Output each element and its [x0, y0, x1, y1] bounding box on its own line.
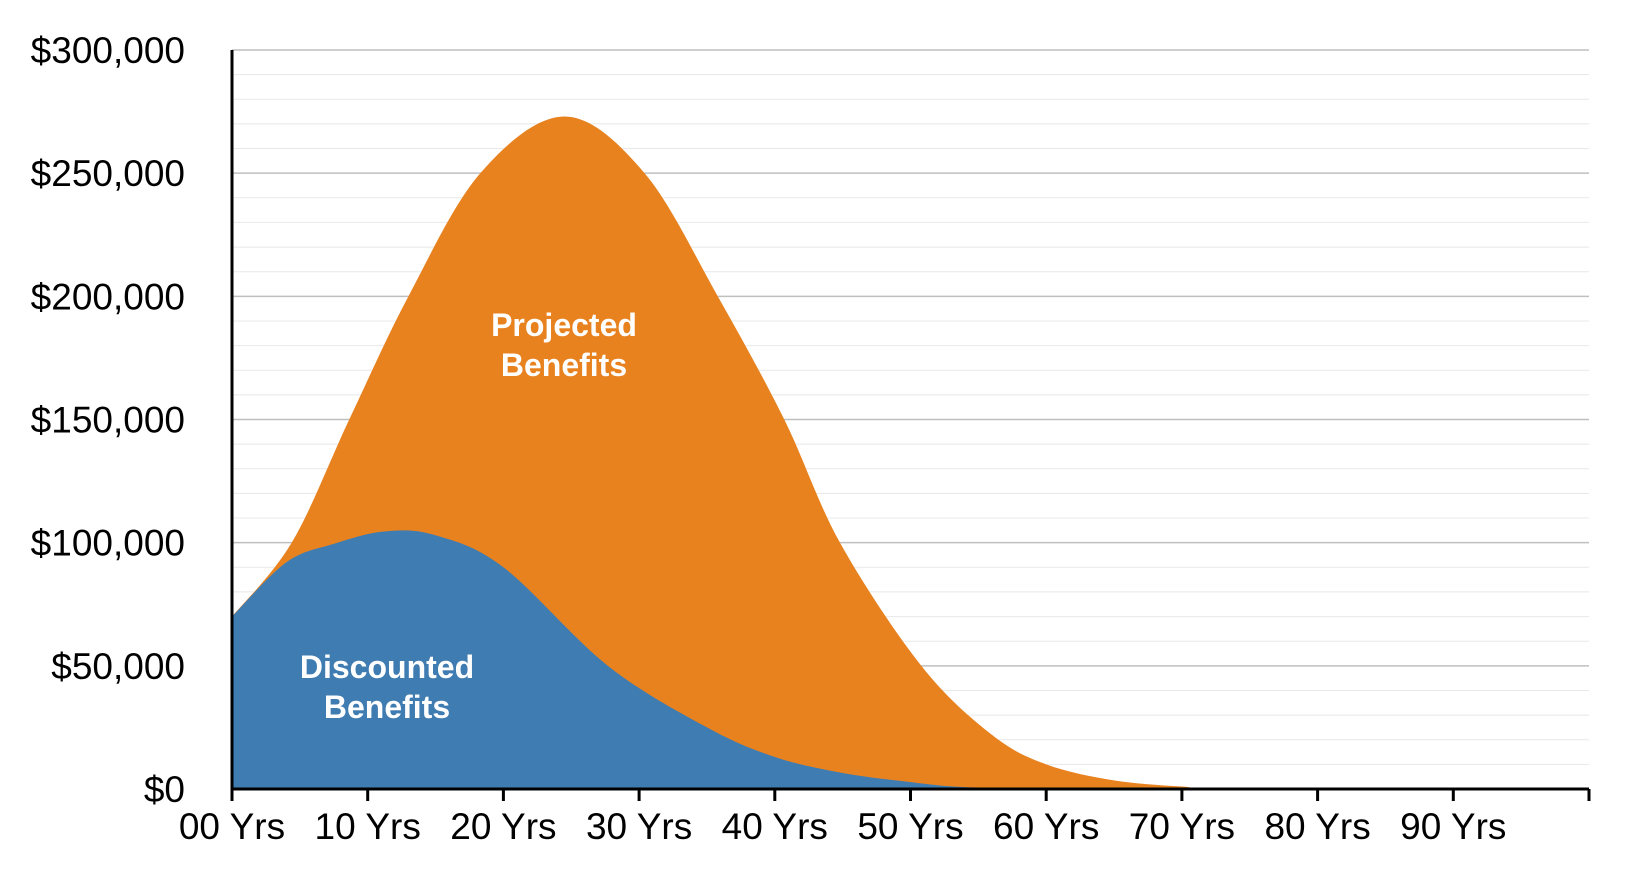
svg-text:00 Yrs: 00 Yrs [179, 806, 285, 847]
svg-text:70 Yrs: 70 Yrs [1129, 806, 1235, 847]
svg-text:20 Yrs: 20 Yrs [450, 806, 556, 847]
svg-text:40 Yrs: 40 Yrs [722, 806, 828, 847]
svg-text:$200,000: $200,000 [31, 276, 185, 317]
svg-text:60 Yrs: 60 Yrs [993, 806, 1099, 847]
svg-text:10 Yrs: 10 Yrs [315, 806, 421, 847]
svg-text:$100,000: $100,000 [31, 523, 185, 564]
svg-text:$150,000: $150,000 [31, 400, 185, 441]
svg-text:Benefits: Benefits [501, 347, 627, 383]
svg-text:Discounted: Discounted [300, 649, 474, 685]
svg-text:50 Yrs: 50 Yrs [857, 806, 963, 847]
svg-text:30 Yrs: 30 Yrs [586, 806, 692, 847]
svg-text:$50,000: $50,000 [51, 646, 185, 687]
svg-text:$0: $0 [144, 769, 185, 810]
svg-text:80 Yrs: 80 Yrs [1264, 806, 1370, 847]
svg-text:90 Yrs: 90 Yrs [1400, 806, 1506, 847]
svg-text:$300,000: $300,000 [31, 30, 185, 71]
svg-text:Benefits: Benefits [324, 689, 450, 725]
svg-text:Projected: Projected [491, 307, 637, 343]
svg-text:$250,000: $250,000 [31, 153, 185, 194]
